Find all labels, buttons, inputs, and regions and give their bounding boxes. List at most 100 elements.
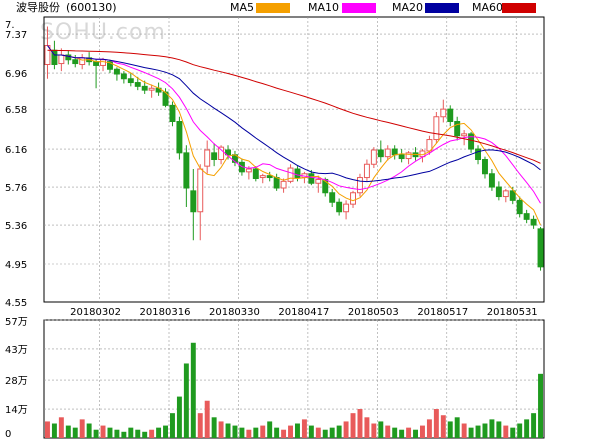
volume-bar <box>121 431 127 438</box>
price-tick-label: 4.95 <box>5 260 27 271</box>
candle-down <box>447 108 454 123</box>
candle-down <box>488 173 495 188</box>
volume-bar <box>517 423 523 438</box>
volume-bar <box>482 423 488 438</box>
candle-down <box>398 154 405 160</box>
volume-bar <box>385 425 391 438</box>
volume-panel-frame <box>43 319 545 439</box>
volume-bar <box>170 413 175 438</box>
volume-bar <box>378 421 384 438</box>
candle-down <box>176 121 183 154</box>
price-tick-label: 7.37 <box>5 30 27 41</box>
candle-down <box>190 190 197 213</box>
candle-up <box>100 59 107 66</box>
volume-bar <box>93 429 99 438</box>
volume-bar <box>420 425 425 438</box>
volume-bar <box>45 421 50 438</box>
candle-up <box>315 178 322 184</box>
volume-bar <box>343 421 349 438</box>
price-tick-label: 6.16 <box>5 145 27 156</box>
volume-bar <box>176 396 182 438</box>
legend-ma10-label: MA10 <box>308 1 340 14</box>
volume-bar <box>142 431 148 438</box>
candle-down <box>127 78 134 84</box>
candle-down <box>523 213 530 220</box>
volume-bar <box>426 419 432 438</box>
volume-bar <box>128 427 134 438</box>
volume-bar <box>218 421 224 438</box>
volume-tick-label: 14万 <box>5 405 28 416</box>
volume-bar <box>232 425 238 438</box>
candle-up <box>148 87 155 91</box>
candle-down <box>169 104 176 122</box>
volume-bar <box>225 423 231 438</box>
candle-up <box>440 108 447 118</box>
stock-name: 波导股份 <box>16 1 60 14</box>
candle-down <box>113 68 120 75</box>
date-tick-label: 20180503 <box>348 307 399 318</box>
date-tick-label: 20180417 <box>278 307 329 318</box>
volume-bar <box>524 419 530 438</box>
candle-down <box>329 192 336 203</box>
candle-down <box>482 159 488 175</box>
volume-bar <box>399 429 405 438</box>
candle-up <box>79 57 86 65</box>
candle-up <box>363 163 370 179</box>
volume-bar <box>156 427 162 438</box>
candle-down <box>468 133 475 150</box>
price-tick-label: 5.36 <box>5 221 27 232</box>
volume-bar <box>204 400 210 438</box>
candle-down <box>308 173 315 184</box>
ma60-line <box>47 49 541 164</box>
candle-up <box>405 152 412 160</box>
candle-up <box>384 148 391 158</box>
ma20-line <box>47 45 541 183</box>
candle-up <box>259 175 266 179</box>
volume-bar <box>357 409 363 438</box>
volume-bar <box>267 421 273 438</box>
volume-bar <box>281 429 287 438</box>
candle-up <box>287 167 294 182</box>
candle-down <box>377 149 384 158</box>
legend-ma20-label: MA20 <box>392 1 424 14</box>
candle-down <box>336 201 343 213</box>
volume-bar <box>239 427 245 438</box>
date-tick-label: 20180316 <box>140 307 191 318</box>
candle-down <box>516 199 523 215</box>
volume-bar <box>322 429 328 438</box>
volume-bar <box>329 427 335 438</box>
price-tick-label-top: 7. <box>5 20 15 31</box>
candle-down <box>183 152 190 189</box>
price-tick-label: 4.55 <box>5 298 27 309</box>
volume-bar <box>72 427 78 438</box>
sohu-watermark: SOHU.com <box>40 20 166 45</box>
volume-bar <box>315 427 321 438</box>
volume-bar <box>538 373 543 438</box>
candle-up <box>502 190 509 198</box>
volume-bar <box>211 417 217 438</box>
volume-bar <box>308 425 314 438</box>
volume-bar <box>58 417 64 438</box>
candle-up <box>370 149 377 165</box>
volume-bar <box>503 425 509 438</box>
candle-down <box>225 149 232 156</box>
volume-bar <box>100 425 106 438</box>
volume-tick-label: 43万 <box>5 345 28 356</box>
candle-up <box>461 133 468 137</box>
volume-bar <box>510 427 516 438</box>
candle-up <box>58 54 65 65</box>
volume-bar <box>190 342 196 438</box>
stock-code: (600130) <box>66 1 117 14</box>
volume-bar <box>454 417 460 438</box>
candle-down <box>391 148 398 156</box>
volume-bar <box>79 419 85 438</box>
candle-down <box>294 168 301 179</box>
volume-bar <box>364 417 370 438</box>
volume-bar <box>163 425 168 438</box>
volume-bar <box>406 427 412 438</box>
candle-down <box>530 218 537 226</box>
candle-down <box>537 228 544 268</box>
candle-down <box>120 73 127 80</box>
ma5-line <box>47 45 541 226</box>
volume-bar <box>114 429 120 438</box>
